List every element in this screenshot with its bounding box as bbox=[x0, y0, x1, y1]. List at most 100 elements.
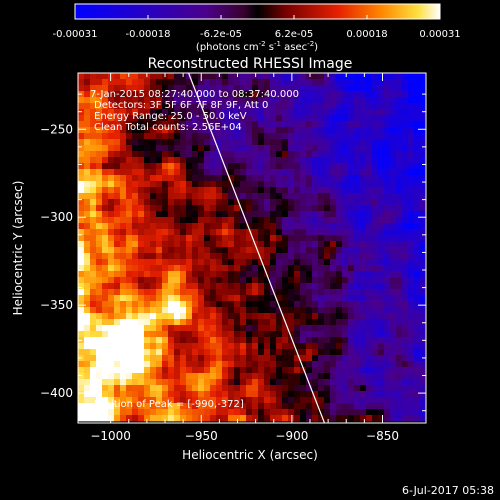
heatmap-cell bbox=[114, 295, 121, 302]
heatmap-cell bbox=[348, 229, 355, 236]
heatmap-cell bbox=[210, 265, 217, 272]
heatmap-cell bbox=[258, 355, 265, 362]
heatmap-cell bbox=[234, 163, 241, 170]
heatmap-cell bbox=[132, 277, 139, 284]
heatmap-cell bbox=[138, 169, 145, 176]
heatmap-cell bbox=[198, 289, 205, 296]
heatmap-cell bbox=[126, 349, 133, 356]
info-clean-counts: Clean Total counts: 2.56E+04 bbox=[94, 122, 242, 133]
heatmap-cell bbox=[192, 181, 199, 188]
heatmap-cell bbox=[264, 313, 271, 320]
heatmap-cell bbox=[420, 313, 426, 320]
heatmap-cell bbox=[126, 265, 133, 272]
heatmap-cell bbox=[270, 235, 277, 242]
heatmap-cell bbox=[156, 373, 163, 380]
heatmap-cell bbox=[96, 367, 103, 374]
heatmap-cell bbox=[108, 139, 115, 146]
heatmap-cell bbox=[156, 241, 163, 248]
heatmap-cell bbox=[78, 163, 85, 170]
heatmap-cell bbox=[330, 181, 337, 188]
heatmap-cell bbox=[102, 313, 109, 320]
heatmap-cell bbox=[216, 337, 223, 344]
heatmap-cell bbox=[246, 289, 253, 296]
heatmap-cell bbox=[288, 313, 295, 320]
heatmap-cell bbox=[84, 391, 91, 398]
heatmap-cell bbox=[156, 355, 163, 362]
heatmap-cell bbox=[144, 115, 151, 122]
heatmap-cell bbox=[276, 241, 283, 248]
heatmap-cell bbox=[144, 205, 151, 212]
heatmap-cell bbox=[258, 151, 265, 158]
heatmap-cell bbox=[360, 169, 367, 176]
heatmap-cell bbox=[324, 283, 331, 290]
heatmap-cell bbox=[414, 301, 421, 308]
heatmap-cell bbox=[192, 319, 199, 326]
heatmap-cell bbox=[384, 319, 391, 326]
heatmap-cell bbox=[258, 397, 265, 404]
heatmap-cell bbox=[390, 385, 397, 392]
heatmap-cell bbox=[258, 265, 265, 272]
heatmap-cell bbox=[138, 295, 145, 302]
heatmap-cell bbox=[420, 205, 426, 212]
heatmap-cell bbox=[324, 73, 331, 80]
heatmap-cell bbox=[90, 277, 97, 284]
heatmap-cell bbox=[354, 265, 361, 272]
heatmap-cell bbox=[396, 103, 403, 110]
heatmap-cell bbox=[96, 349, 103, 356]
heatmap-cell bbox=[378, 301, 385, 308]
heatmap-cell bbox=[204, 229, 211, 236]
heatmap-cell bbox=[180, 379, 187, 386]
heatmap-cell bbox=[204, 295, 211, 302]
heatmap-cell bbox=[414, 241, 421, 248]
heatmap-cell bbox=[294, 361, 301, 368]
heatmap-cell bbox=[330, 361, 337, 368]
heatmap-cell bbox=[414, 211, 421, 218]
heatmap-cell bbox=[228, 151, 235, 158]
heatmap-cell bbox=[384, 211, 391, 218]
heatmap-cell bbox=[192, 205, 199, 212]
heatmap-cell bbox=[294, 175, 301, 182]
heatmap-cell bbox=[384, 229, 391, 236]
heatmap-cell bbox=[348, 301, 355, 308]
heatmap-cell bbox=[126, 175, 133, 182]
heatmap-cell bbox=[246, 349, 253, 356]
x-tick-label: −850 bbox=[366, 429, 399, 443]
heatmap-cell bbox=[306, 121, 313, 128]
heatmap-cell bbox=[246, 355, 253, 362]
heatmap-cell bbox=[372, 325, 379, 332]
heatmap-cell bbox=[246, 301, 253, 308]
heatmap-cell bbox=[390, 349, 397, 356]
heatmap-cell bbox=[150, 151, 157, 158]
heatmap-cell bbox=[234, 349, 241, 356]
heatmap-cell bbox=[240, 235, 247, 242]
heatmap-cell bbox=[102, 361, 109, 368]
heatmap-cell bbox=[78, 211, 85, 218]
heatmap-cell bbox=[216, 271, 223, 278]
heatmap-cell bbox=[156, 217, 163, 224]
heatmap-cell bbox=[420, 379, 426, 386]
heatmap-cell bbox=[402, 151, 409, 158]
heatmap-cell bbox=[246, 337, 253, 344]
heatmap-cell bbox=[342, 289, 349, 296]
heatmap-cell bbox=[354, 193, 361, 200]
heatmap-cell bbox=[204, 415, 211, 422]
heatmap-cell bbox=[126, 277, 133, 284]
heatmap-cell bbox=[360, 367, 367, 374]
heatmap-cell bbox=[162, 379, 169, 386]
heatmap-cell bbox=[282, 241, 289, 248]
heatmap-cell bbox=[144, 181, 151, 188]
heatmap-cell bbox=[114, 169, 121, 176]
heatmap-cell bbox=[138, 223, 145, 230]
heatmap-cell bbox=[312, 361, 319, 368]
heatmap-cell bbox=[384, 379, 391, 386]
heatmap-cell bbox=[252, 223, 259, 230]
heatmap-cell bbox=[258, 259, 265, 266]
heatmap-cell bbox=[168, 385, 175, 392]
heatmap-cell bbox=[372, 355, 379, 362]
heatmap-cell bbox=[414, 379, 421, 386]
heatmap-cell bbox=[204, 103, 211, 110]
heatmap-cell bbox=[84, 79, 91, 86]
heatmap-cell bbox=[378, 205, 385, 212]
heatmap-cell bbox=[354, 277, 361, 284]
heatmap-cell bbox=[246, 127, 253, 134]
